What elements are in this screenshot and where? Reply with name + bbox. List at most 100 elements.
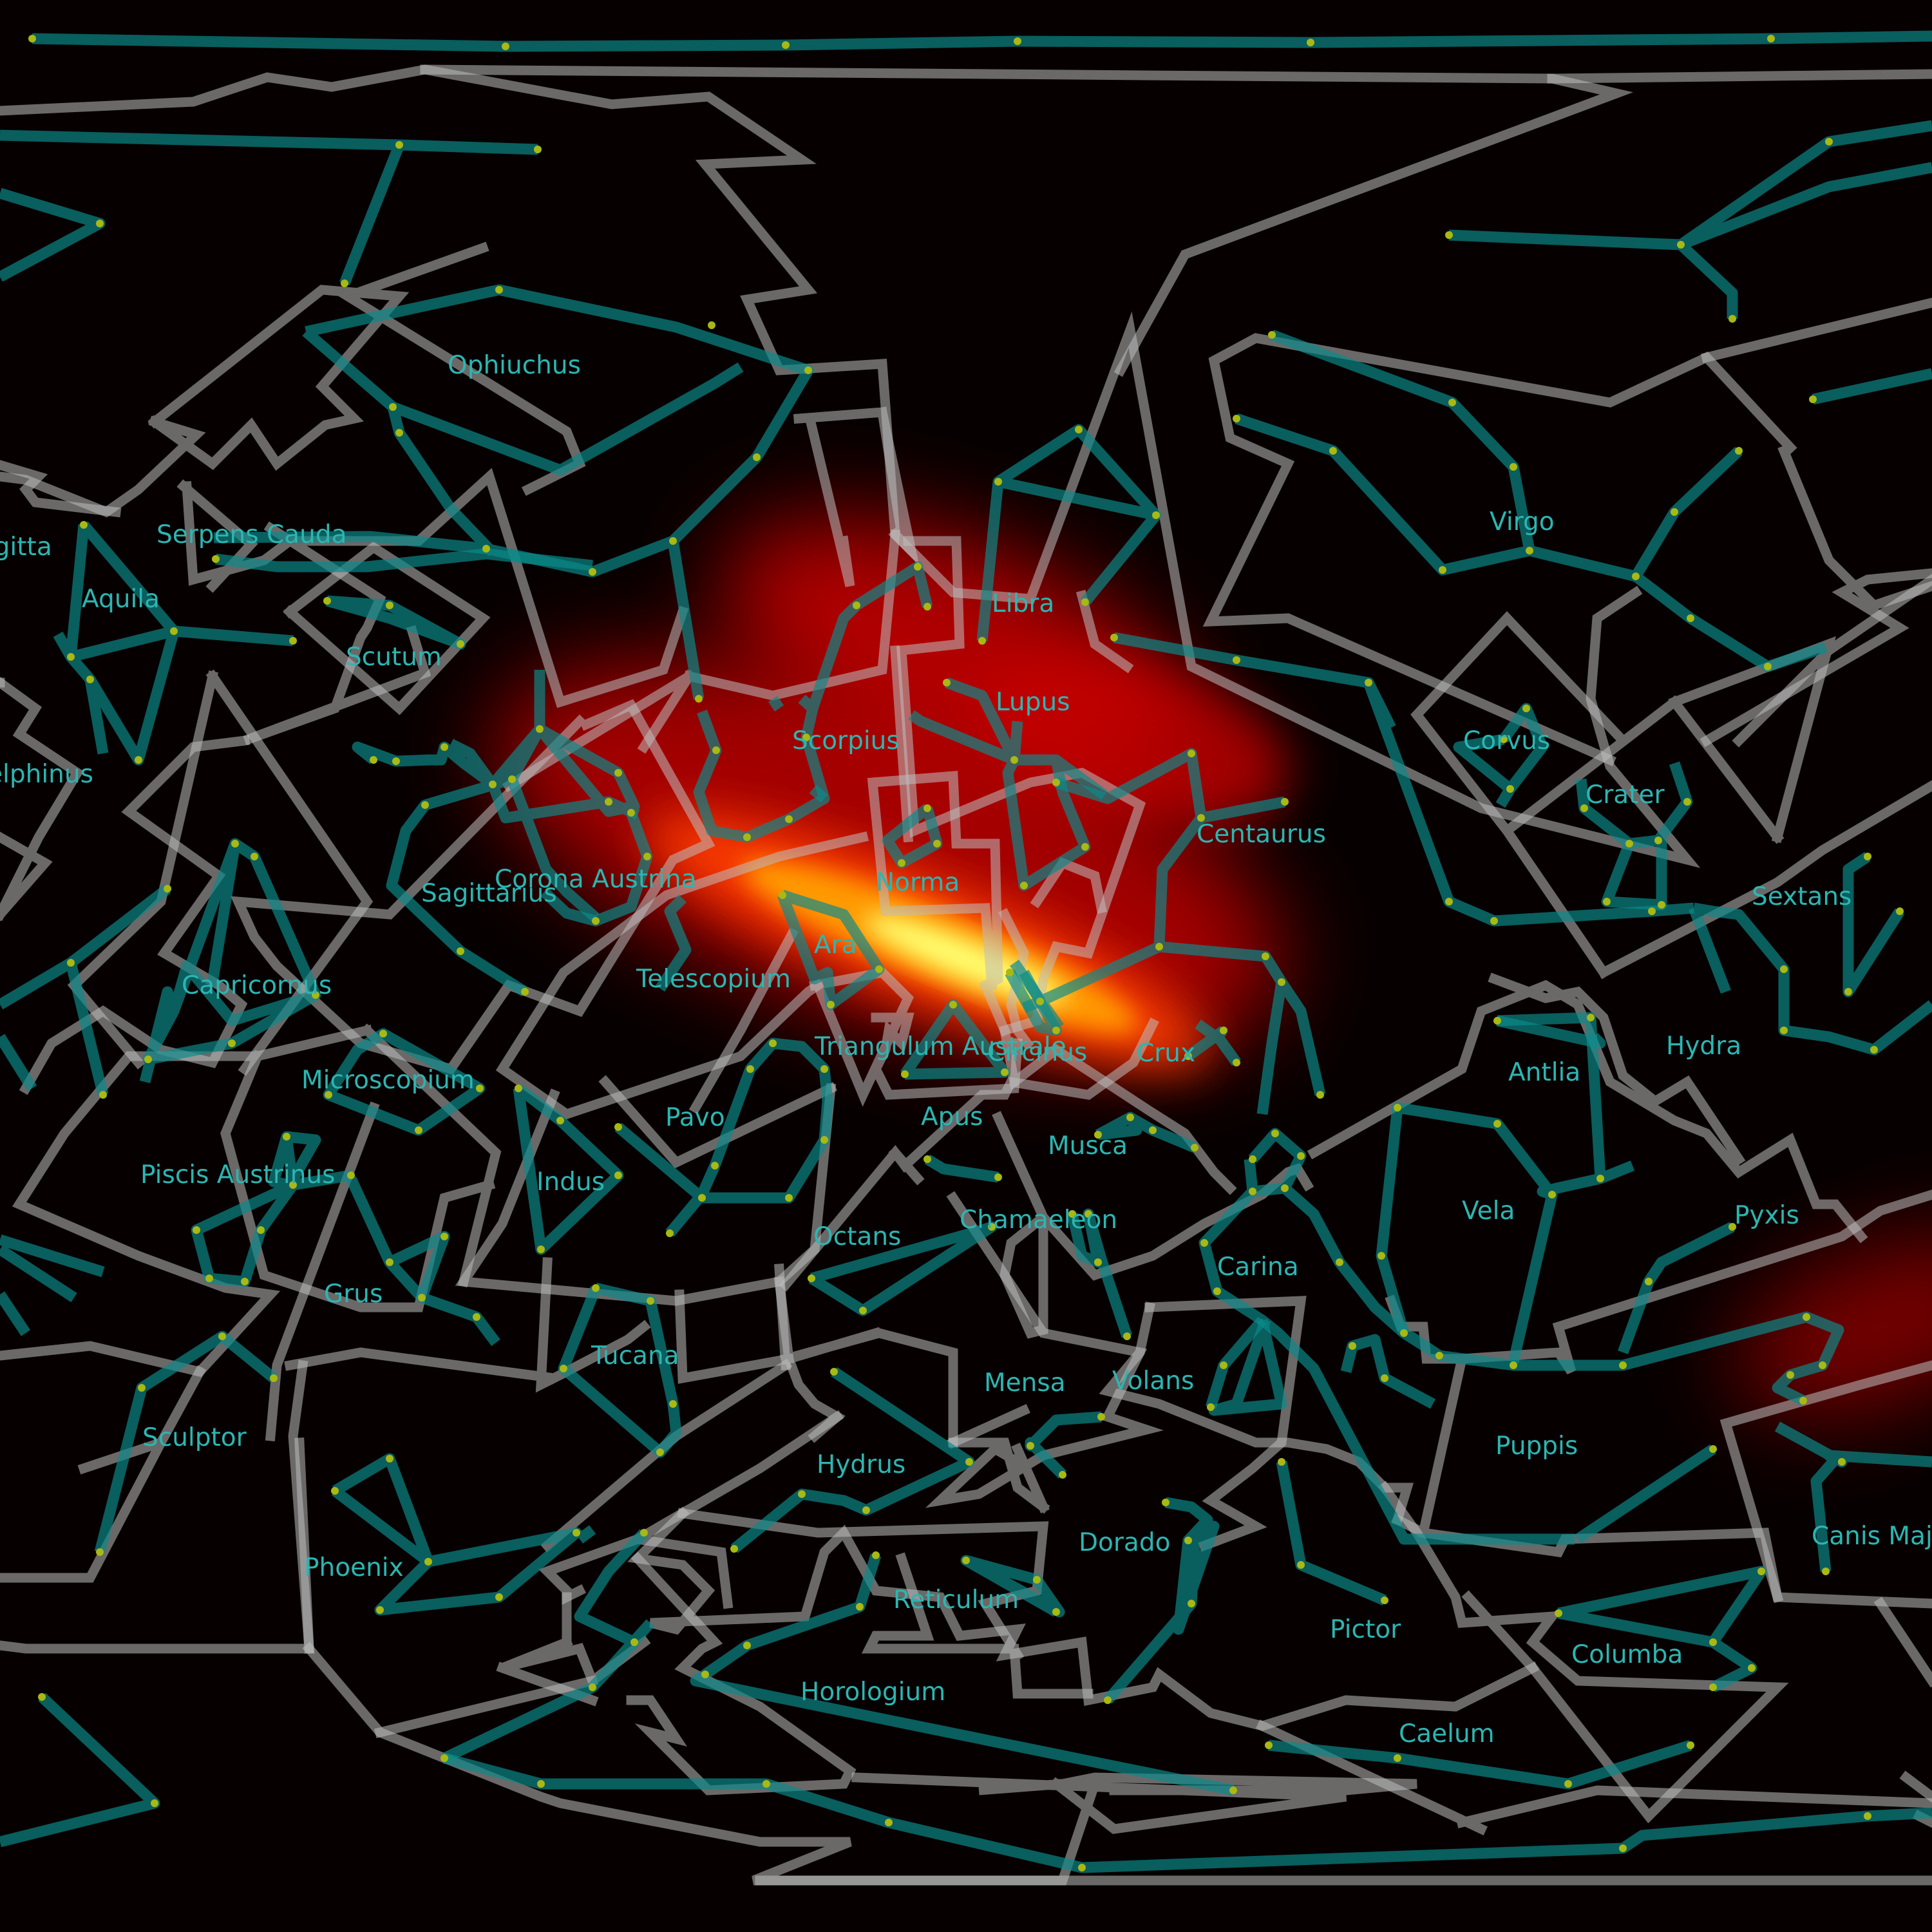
label-pictor: Pictor — [1330, 1615, 1401, 1644]
star — [1548, 1191, 1556, 1198]
star — [370, 756, 377, 764]
label-telescopium: Telescopium — [636, 965, 791, 994]
star — [537, 1780, 545, 1788]
label-pavo: Pavo — [665, 1103, 725, 1132]
star — [1316, 1091, 1324, 1099]
label-sagitta: Sagitta — [0, 533, 52, 562]
star — [1381, 1596, 1388, 1604]
star — [859, 1307, 867, 1314]
star — [656, 1448, 664, 1456]
star — [1683, 798, 1691, 806]
star — [1307, 39, 1314, 46]
star — [1184, 1052, 1192, 1060]
star — [779, 891, 786, 899]
star — [473, 1313, 480, 1321]
star — [1493, 1120, 1501, 1128]
star — [389, 403, 397, 411]
star — [1439, 566, 1446, 574]
label-crux: Crux — [1137, 1039, 1195, 1068]
star — [457, 947, 464, 955]
star — [1445, 898, 1453, 905]
star — [1229, 1786, 1237, 1794]
star — [830, 1368, 838, 1376]
star — [1844, 988, 1852, 996]
star — [698, 1194, 706, 1202]
boundary-libra-east — [896, 536, 1237, 1195]
boundary-carina — [1144, 1296, 1307, 1552]
label-sextans: Sextans — [1752, 882, 1852, 911]
star — [820, 1065, 828, 1073]
star — [560, 1365, 567, 1372]
star — [1365, 679, 1372, 687]
star — [872, 1551, 880, 1559]
star — [1188, 750, 1195, 757]
star — [669, 1400, 677, 1408]
label-phoenix: Phoenix — [304, 1553, 404, 1582]
star — [1555, 1609, 1562, 1617]
star — [1262, 952, 1269, 960]
label-hydra: Hydra — [1666, 1032, 1741, 1061]
star — [994, 478, 1002, 486]
label-vela: Vela — [1462, 1197, 1515, 1226]
label-caelum: Caelum — [1399, 1719, 1495, 1748]
label-piscis-austrinus: Piscis Austrinus — [140, 1160, 335, 1189]
label-serpens-cauda: Serpens Cauda — [156, 520, 346, 549]
figure-virgo-east — [1812, 368, 1932, 405]
star — [1297, 1561, 1305, 1569]
star — [386, 601, 393, 609]
star — [875, 965, 883, 973]
star — [283, 1133, 290, 1141]
star — [1200, 1239, 1208, 1247]
star — [1864, 1812, 1871, 1820]
boundary-corona-austrina — [502, 529, 901, 793]
star — [1220, 1361, 1227, 1369]
label-indus: Indus — [536, 1168, 605, 1197]
boundary-telescopium — [495, 831, 869, 1120]
label-tucana: Tucana — [591, 1341, 679, 1370]
star — [1162, 1499, 1170, 1506]
star — [1819, 1361, 1826, 1369]
star — [1197, 814, 1205, 822]
label-grus: Grus — [324, 1280, 383, 1309]
star — [1709, 1683, 1717, 1691]
star — [589, 1683, 596, 1691]
star — [1709, 1445, 1717, 1453]
star — [537, 1245, 545, 1253]
figure-crater — [1575, 761, 1693, 911]
star — [1249, 1155, 1256, 1163]
star — [386, 1258, 393, 1266]
star — [1084, 1210, 1092, 1218]
figure-chamaeleon — [1066, 1208, 1133, 1338]
star — [1896, 907, 1904, 915]
star — [827, 1001, 835, 1009]
boundary-grus — [265, 1101, 651, 1442]
star — [743, 1642, 751, 1649]
star — [440, 743, 448, 751]
star — [251, 853, 258, 860]
boundary-puppis-caelum — [1378, 1481, 1789, 1824]
star — [1233, 656, 1240, 664]
star — [376, 1606, 384, 1614]
star — [592, 1284, 600, 1292]
star — [1870, 1046, 1878, 1054]
star — [1213, 1287, 1221, 1295]
star — [1764, 663, 1772, 670]
star — [962, 1557, 970, 1564]
figure-aquila-north — [0, 187, 106, 282]
star — [785, 1194, 793, 1202]
star — [1110, 634, 1118, 641]
star — [1564, 1780, 1572, 1788]
star — [1510, 1361, 1517, 1369]
star — [67, 653, 75, 661]
star — [1786, 1371, 1794, 1379]
star — [1709, 1638, 1717, 1646]
star — [669, 537, 677, 545]
label-chamaeleon: Chamaeleon — [960, 1206, 1117, 1235]
star — [1671, 508, 1678, 516]
star — [151, 1799, 158, 1807]
boundary-dorado-volans — [1099, 1302, 1414, 1526]
star — [1014, 37, 1021, 45]
star — [1526, 547, 1533, 554]
star — [270, 1374, 278, 1382]
star — [80, 521, 88, 529]
